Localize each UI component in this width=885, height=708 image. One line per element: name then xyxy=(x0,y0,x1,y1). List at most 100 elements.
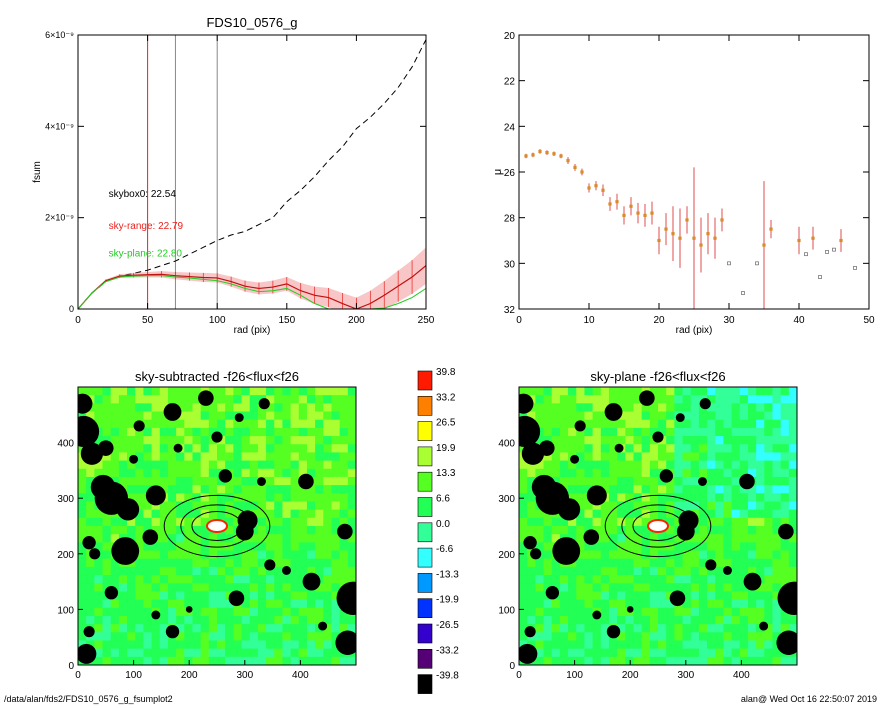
map-cell xyxy=(347,395,356,404)
map-cell xyxy=(698,427,708,437)
map-cell xyxy=(127,591,136,601)
map-cell xyxy=(780,452,790,462)
map-cell xyxy=(184,485,193,494)
map-cell xyxy=(608,501,618,511)
map-cell xyxy=(118,427,128,437)
map-cell xyxy=(200,632,210,641)
map-cell xyxy=(641,599,651,609)
mu-point xyxy=(615,200,619,204)
map-cell xyxy=(192,632,202,641)
map-cell xyxy=(576,583,585,592)
map-cell xyxy=(715,550,724,560)
map-cell xyxy=(102,607,112,617)
map-cell xyxy=(282,575,292,584)
map-cell xyxy=(649,632,659,641)
map-cell xyxy=(233,501,243,511)
map-cell xyxy=(315,542,324,552)
map-cell xyxy=(551,575,561,584)
map-cell xyxy=(192,476,202,486)
map-cell xyxy=(290,436,300,445)
mu-point xyxy=(811,236,815,240)
map-cell xyxy=(192,460,202,470)
source-mask xyxy=(583,529,600,545)
map-cell xyxy=(192,591,202,601)
map-cell xyxy=(723,583,733,592)
map-cell xyxy=(666,558,675,568)
map-cell xyxy=(151,501,161,511)
map-cell xyxy=(347,460,356,470)
map-cell xyxy=(731,395,741,404)
map-cell xyxy=(649,624,659,633)
map-cell xyxy=(747,517,757,527)
map-cell xyxy=(143,648,153,658)
map-cell xyxy=(674,656,684,665)
map-cell xyxy=(543,534,553,543)
map-cell xyxy=(135,591,144,601)
colorbar-label: 19.9 xyxy=(436,443,456,454)
map-cell xyxy=(617,452,626,462)
map-cell xyxy=(723,419,733,429)
map-cell xyxy=(764,542,773,552)
map-cell xyxy=(208,550,218,560)
colorbar-label: 26.5 xyxy=(436,418,456,429)
map-cell xyxy=(756,526,765,535)
map-cell xyxy=(249,476,259,486)
map-cell xyxy=(731,526,741,535)
map-cell xyxy=(658,656,667,665)
map-cell xyxy=(167,583,177,592)
map-cell xyxy=(543,624,553,633)
map-cell xyxy=(102,395,112,404)
map-cell xyxy=(167,566,177,576)
map-cell xyxy=(535,558,545,568)
map-cell xyxy=(241,542,251,552)
source-mask xyxy=(145,485,166,506)
map-cell xyxy=(756,436,765,445)
map-cell xyxy=(658,648,667,658)
map-cell xyxy=(608,599,618,609)
map-cell xyxy=(756,583,765,592)
map-cell xyxy=(135,387,144,396)
map-cell xyxy=(559,476,569,486)
map-cell xyxy=(617,566,626,576)
map-cell xyxy=(208,501,218,511)
map-cell xyxy=(723,436,733,445)
map-cell xyxy=(249,387,259,396)
map-cell xyxy=(257,468,267,478)
map-cell xyxy=(184,476,193,486)
map-cell xyxy=(266,476,275,486)
map-cell xyxy=(666,419,675,429)
map-cell xyxy=(347,468,356,478)
map-cell xyxy=(249,403,259,413)
map-cell xyxy=(167,436,177,445)
map-cell xyxy=(257,427,267,437)
map-cell xyxy=(666,526,675,535)
map-cell xyxy=(110,444,120,453)
map-cell xyxy=(143,558,153,568)
map-cell xyxy=(257,493,267,502)
map-cell xyxy=(241,648,251,658)
source-mask xyxy=(626,606,634,613)
map-cell xyxy=(641,575,651,584)
map-cell xyxy=(576,542,585,552)
map-cell xyxy=(559,648,569,658)
source-mask xyxy=(335,630,356,655)
map-cell xyxy=(519,501,528,511)
map-cell xyxy=(715,436,724,445)
map-cell xyxy=(707,599,716,609)
map-cell xyxy=(118,436,128,445)
map-cell xyxy=(86,526,95,535)
map-cell xyxy=(527,468,536,478)
source-mask xyxy=(574,420,586,432)
map-cell xyxy=(535,632,545,641)
map-cell xyxy=(576,599,585,609)
map-cell xyxy=(135,411,144,421)
map-cell xyxy=(576,575,585,584)
map-cell xyxy=(658,444,667,453)
map-cell xyxy=(600,558,610,568)
map-cell xyxy=(323,632,332,641)
map-cell xyxy=(331,460,341,470)
source-mask xyxy=(545,586,560,600)
colorbar-swatch xyxy=(417,623,433,644)
y-tick-label: 4×10⁻⁹ xyxy=(45,121,74,131)
map-cell xyxy=(617,427,626,437)
